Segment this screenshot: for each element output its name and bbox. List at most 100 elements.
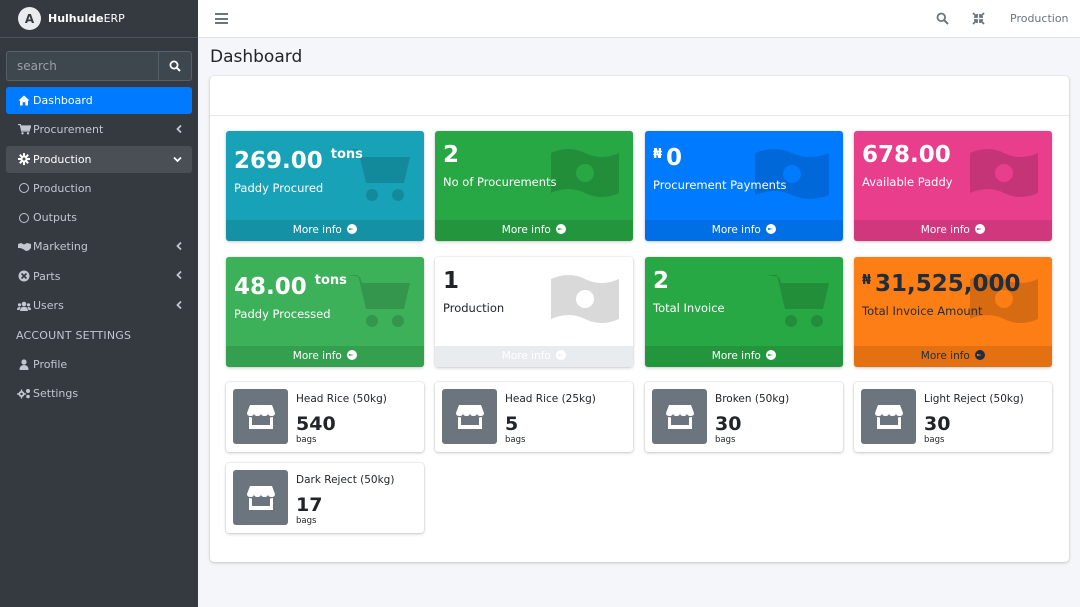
info-box-unit: bags xyxy=(505,435,526,445)
arrow-circle-right-icon xyxy=(347,224,358,234)
info-box-title: Dark Reject (50kg) xyxy=(296,474,395,486)
arrow-circle-right-icon xyxy=(766,224,777,234)
cart-icon xyxy=(348,275,410,327)
sidebar-item-parts[interactable]: Parts xyxy=(6,263,192,290)
brand-link[interactable]: A HulhuldeERP xyxy=(0,0,198,38)
user-menu[interactable]: Production xyxy=(1010,12,1069,25)
info-box-unit: bags xyxy=(924,435,945,445)
store-icon xyxy=(233,389,288,444)
sidebar-item-settings[interactable]: Settings xyxy=(6,380,192,407)
page-title: Dashboard xyxy=(210,47,303,67)
stat-box-total-invoice-amount: ₦ 31,525,000 Total Invoice Amount More in… xyxy=(854,257,1052,367)
stat-box-total-invoice: 2 Total Invoice More info xyxy=(645,257,843,367)
chevron-left-icon xyxy=(176,299,182,312)
sidebar-item-production-sub[interactable]: Production xyxy=(6,175,192,202)
info-box-value: 30 xyxy=(924,413,951,435)
more-info-link[interactable]: More info xyxy=(645,220,843,241)
cart-icon xyxy=(767,275,829,327)
stat-unit: tons xyxy=(314,273,347,288)
store-icon xyxy=(861,389,916,444)
info-box-head-rice-50kg: Head Rice (50kg) 540 bags xyxy=(226,382,424,452)
card-header xyxy=(210,76,1069,116)
arrow-circle-right-icon xyxy=(975,350,986,360)
sidebar-item-label: Profile xyxy=(33,358,68,372)
cart-icon xyxy=(348,149,410,201)
more-info-link[interactable]: More info xyxy=(854,220,1052,241)
more-info-link[interactable]: More info xyxy=(435,220,633,241)
arrow-circle-right-icon xyxy=(766,350,777,360)
stat-value: 678.00 xyxy=(862,142,951,168)
stat-label: Procurement Payments xyxy=(653,178,787,192)
sidebar-item-label: Dashboard xyxy=(33,94,93,107)
info-box-value: 540 xyxy=(296,413,336,435)
arrow-circle-right-icon xyxy=(556,350,567,360)
sidebar-item-profile[interactable]: Profile xyxy=(6,351,192,378)
stat-value: 269.00 xyxy=(234,148,323,174)
stat-label: Production xyxy=(443,301,505,315)
sidebar-item-outputs[interactable]: Outputs xyxy=(6,204,192,231)
sidebar-item-production[interactable]: Production xyxy=(6,145,192,173)
top-navbar: Production xyxy=(198,0,1080,38)
sidebar-item-users[interactable]: Users xyxy=(6,292,192,319)
chevron-left-icon xyxy=(176,240,182,253)
search-button[interactable] xyxy=(158,51,192,81)
cogs-icon xyxy=(16,388,32,399)
store-icon xyxy=(442,389,497,444)
sidebar-item-label: Settings xyxy=(33,387,79,401)
info-box-dark-reject-50kg: Dark Reject (50kg) 17 bags xyxy=(226,463,424,533)
account-settings-header: ACCOUNT SETTINGS xyxy=(16,329,132,343)
sidebar-item-procurement[interactable]: Procurement xyxy=(6,116,192,143)
stat-box-no-of-procurements: 2 No of Procurements More info xyxy=(435,131,633,241)
user-icon xyxy=(16,359,32,371)
stat-value: 0 xyxy=(666,145,683,171)
sidebar-item-label: Parts xyxy=(33,269,61,283)
search-icon xyxy=(169,60,181,72)
hamburger-menu-icon[interactable] xyxy=(215,12,228,25)
stat-label: No of Procurements xyxy=(443,175,557,189)
circle-icon xyxy=(16,212,32,223)
sidebar-item-label: Production xyxy=(33,181,92,195)
chevron-down-icon xyxy=(173,153,182,166)
search-input[interactable] xyxy=(6,51,158,81)
circle-icon xyxy=(16,183,32,194)
money-icon xyxy=(551,149,619,197)
sidebar-item-label: Users xyxy=(33,299,64,313)
info-box-title: Broken (50kg) xyxy=(715,393,790,405)
handshake-icon xyxy=(16,242,32,252)
more-info-link[interactable]: More info xyxy=(226,220,424,241)
stat-value: 2 xyxy=(443,142,460,168)
info-box-value: 5 xyxy=(505,413,519,435)
more-info-link[interactable]: More info xyxy=(645,346,843,367)
fullscreen-icon[interactable] xyxy=(972,12,985,28)
money-icon xyxy=(551,275,619,323)
stat-unit: tons xyxy=(330,147,363,162)
sidebar-item-marketing[interactable]: Marketing xyxy=(6,233,192,260)
more-info-link[interactable]: More info xyxy=(435,346,633,367)
cog-icon xyxy=(16,153,32,166)
sidebar-nav: Dashboard Procurement Production Product… xyxy=(6,87,192,410)
more-info-link[interactable]: More info xyxy=(226,346,424,367)
currency-symbol: ₦ xyxy=(653,147,663,162)
stat-value: 1 xyxy=(443,268,460,294)
chevron-left-icon xyxy=(176,123,182,136)
stat-label: Paddy Procured xyxy=(234,181,324,195)
stat-label: Total Invoice xyxy=(653,301,725,315)
sidebar-item-label: Outputs xyxy=(33,211,77,225)
sidebar-item-dashboard[interactable]: Dashboard xyxy=(6,87,192,114)
stat-box-production: 1 Production More info xyxy=(435,257,633,367)
arrow-circle-right-icon xyxy=(556,224,567,234)
stat-box-available-paddy: 678.00 Available Paddy More info xyxy=(854,131,1052,241)
stat-label: Paddy Processed xyxy=(234,307,331,321)
stat-value: 48.00 xyxy=(234,274,307,300)
stat-box-paddy-processed: 48.00 tons Paddy Processed More info xyxy=(226,257,424,367)
more-info-link[interactable]: More info xyxy=(854,346,1052,367)
stat-label: Available Paddy xyxy=(862,175,953,189)
cogs-icon xyxy=(16,270,32,282)
info-box-unit: bags xyxy=(296,516,317,526)
sidebar: A HulhuldeERP Dashboard Procurement Prod… xyxy=(0,0,198,607)
stat-box-procurement-payments: ₦ 0 Procurement Payments More info xyxy=(645,131,843,241)
info-box-head-rice-25kg: Head Rice (25kg) 5 bags xyxy=(435,382,633,452)
navbar-search-icon[interactable] xyxy=(936,12,949,28)
arrow-circle-right-icon xyxy=(347,350,358,360)
info-box-value: 30 xyxy=(715,413,742,435)
